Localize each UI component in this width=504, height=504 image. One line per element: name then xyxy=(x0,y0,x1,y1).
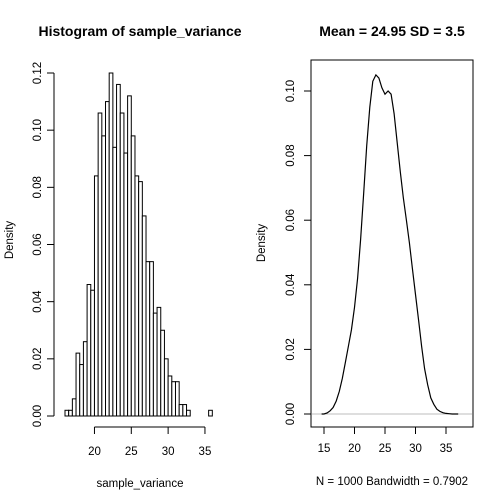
histogram-y-tick-label: 0.06 xyxy=(32,233,44,255)
histogram-bar xyxy=(174,381,180,417)
density-marks xyxy=(312,73,472,415)
histogram-bar xyxy=(130,135,136,417)
histogram-y-tick-label: 0.00 xyxy=(32,405,44,427)
histogram-x-tick-label: 25 xyxy=(125,446,138,458)
histogram-bar xyxy=(116,83,121,417)
histogram-bar xyxy=(97,112,103,417)
density-x-tick-label: 30 xyxy=(409,443,422,455)
histogram-x-axis: 20 25 30 35 xyxy=(88,426,212,458)
density-plot-frame xyxy=(310,59,474,428)
histogram-bar xyxy=(182,404,188,417)
histogram-bar xyxy=(68,409,73,417)
density-panel: Mean = 24.95 SD = 3.5 15 20 25 30 35 0.000.0… xyxy=(256,23,474,488)
density-y-tick-label: 0.04 xyxy=(285,273,297,296)
histogram-bar xyxy=(134,175,140,417)
histogram-y-tick-label: 0.08 xyxy=(32,176,44,198)
histogram-bar xyxy=(82,341,88,417)
histogram-x-tick-label: 30 xyxy=(162,446,175,458)
histogram-bar xyxy=(186,409,191,417)
histogram-y-tick-label: 0.02 xyxy=(32,348,44,370)
density-x-tick-label: 20 xyxy=(348,443,361,455)
histogram-bar xyxy=(93,175,99,417)
histogram-bars xyxy=(64,72,213,417)
histogram-title: Histogram of sample_variance xyxy=(38,23,241,39)
density-x-tick-label: 25 xyxy=(379,443,392,455)
histogram-bar xyxy=(178,404,184,417)
histogram-bar xyxy=(79,364,84,417)
density-y-axis-label: Density xyxy=(256,224,268,263)
histogram-bar xyxy=(64,409,70,417)
histogram-bar xyxy=(105,101,110,417)
histogram-x-tick-label: 20 xyxy=(88,446,101,458)
histogram-bar xyxy=(171,381,176,417)
density-y-tick-label: 0.00 xyxy=(285,403,297,425)
density-y-tick-label: 0.02 xyxy=(285,338,297,360)
histogram-y-axis: 0.00 0.02 0.04 0.06 0.08 0.10 0.12 xyxy=(32,62,55,427)
histogram-bar xyxy=(149,261,154,417)
histogram-bar xyxy=(90,289,95,417)
histogram-y-axis-label: Density xyxy=(4,221,16,260)
histogram-y-tick-label: 0.04 xyxy=(32,290,44,313)
histogram-bar xyxy=(208,409,213,417)
histogram-bar xyxy=(86,284,92,417)
histogram-bar xyxy=(112,146,118,417)
histogram-bar xyxy=(101,135,107,417)
density-x-tick-label: 35 xyxy=(440,443,453,455)
histogram-bar xyxy=(163,358,169,417)
histogram-bar xyxy=(123,152,129,417)
histogram-bar xyxy=(156,306,162,417)
histogram-bar xyxy=(75,352,81,417)
histogram-bar xyxy=(141,215,147,417)
histogram-bar xyxy=(152,312,158,417)
density-x-tick-label: 15 xyxy=(318,443,331,455)
density-y-tick-label: 0.06 xyxy=(285,209,297,231)
histogram-bar xyxy=(160,329,165,417)
histogram-bar xyxy=(71,398,77,417)
density-curve xyxy=(321,73,459,415)
density-x-axis-label: N = 1000 Bandwidth = 0.7902 xyxy=(316,476,468,488)
histogram-bar xyxy=(145,261,151,417)
histogram-bar xyxy=(119,112,125,417)
histogram-x-tick-label: 35 xyxy=(199,446,212,458)
density-x-axis: 15 20 25 30 35 xyxy=(318,426,453,455)
density-y-axis: 0.00 0.02 0.04 0.06 0.08 0.10 xyxy=(285,80,311,425)
density-y-tick-label: 0.10 xyxy=(285,80,297,102)
histogram-bar xyxy=(138,181,143,417)
histogram-bar xyxy=(127,95,132,417)
histogram-y-tick-label: 0.10 xyxy=(32,119,44,141)
histogram-y-tick-label: 0.12 xyxy=(32,62,44,84)
histogram-panel: Histogram of sample_variance 20 25 30 35 0.… xyxy=(4,23,242,490)
density-y-tick-label: 0.08 xyxy=(285,144,297,166)
histogram-bar xyxy=(108,72,114,417)
density-title: Mean = 24.95 SD = 3.5 xyxy=(319,23,465,39)
histogram-bar xyxy=(167,375,173,417)
histogram-x-axis-label: sample_variance xyxy=(97,478,184,490)
